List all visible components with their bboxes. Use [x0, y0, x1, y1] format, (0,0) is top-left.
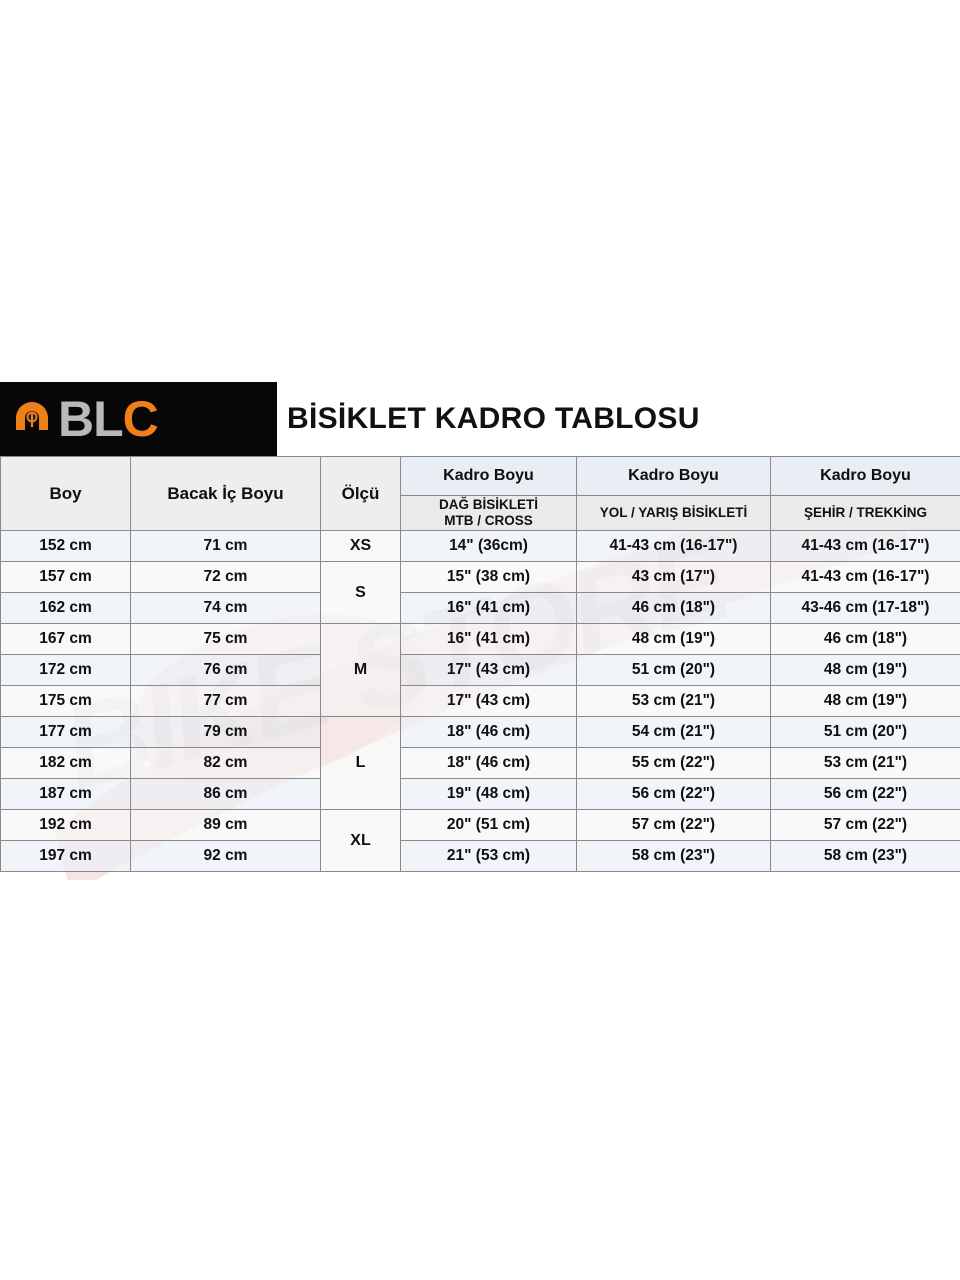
cell-city-frame: 41-43 cm (16-17") — [770, 561, 960, 593]
table-header: Boy Bacak İç Boyu Ölçü Kadro Boyu Kadro … — [0, 456, 960, 531]
column-header-height: Boy — [0, 456, 131, 531]
cell-mtb-frame: 18" (46 cm) — [400, 747, 577, 779]
table-row: 175 cm 77 cm 17" (43 cm) 53 cm (21") 48 cm (… — [0, 685, 960, 717]
cell-city-frame: 48 cm (19") — [770, 685, 960, 717]
cell-mtb-frame: 20" (51 cm) — [400, 809, 577, 841]
cell-city-frame: 53 cm (21") — [770, 747, 960, 779]
cell-city-frame: 51 cm (20") — [770, 716, 960, 748]
cell-city-frame: 57 cm (22") — [770, 809, 960, 841]
table-row: 182 cm 82 cm 18" (46 cm) 55 cm (22") 53 cm (… — [0, 747, 960, 779]
cell-road-frame: 51 cm (20") — [576, 654, 771, 686]
cell-inseam: 71 cm — [130, 530, 321, 562]
bicycle-frame-size-table: Boy Bacak İç Boyu Ölçü Kadro Boyu Kadro … — [0, 456, 960, 872]
cell-height: 167 cm — [0, 623, 131, 655]
cell-height: 175 cm — [0, 685, 131, 717]
table-row: 177 cm 79 cm L 18" (46 cm) 54 cm (21") 51 cm … — [0, 716, 960, 810]
column-header-road-sub: YOL / YARIŞ BİSİKLETİ — [576, 495, 771, 531]
cell-mtb-frame: 19" (48 cm) — [400, 778, 577, 810]
cell-road-frame: 54 cm (21") — [576, 716, 771, 748]
cell-mtb-frame: 15" (38 cm) — [400, 561, 577, 593]
cell-height: 172 cm — [0, 654, 131, 686]
table-row: 192 cm 89 cm XL 20" (51 cm) 57 cm (22") 57 cm… — [0, 809, 960, 872]
column-header-city-main: Kadro Boyu — [770, 456, 960, 496]
cell-mtb-frame: 17" (43 cm) — [400, 654, 577, 686]
table-row: 152 cm 71 cm XS 14" (36cm) 41-43 cm (16-17")… — [0, 530, 960, 562]
table-row: 172 cm 76 cm 17" (43 cm) 51 cm (20") 48 cm (… — [0, 654, 960, 686]
cell-mtb-frame: 14" (36cm) — [400, 530, 577, 562]
cell-mtb-frame: 21" (53 cm) — [400, 840, 577, 872]
cell-city-frame: 56 cm (22") — [770, 778, 960, 810]
column-header-road-main: Kadro Boyu — [576, 456, 771, 496]
cell-size: XL — [320, 809, 401, 872]
cell-road-frame: 57 cm (22") — [576, 809, 771, 841]
cell-mtb-frame: 18" (46 cm) — [400, 716, 577, 748]
cell-road-frame: 53 cm (21") — [576, 685, 771, 717]
cell-road-frame: 43 cm (17") — [576, 561, 771, 593]
column-header-mtb-sub: DAĞ BİSİKLETİ MTB / CROSS — [400, 495, 577, 531]
frame-size-table-container: Boy Bacak İç Boyu Ölçü Kadro Boyu Kadro … — [0, 456, 960, 872]
cell-inseam: 86 cm — [130, 778, 321, 810]
table-body: 152 cm 71 cm XS 14" (36cm) 41-43 cm (16-17")… — [0, 530, 960, 872]
cell-mtb-frame: 17" (43 cm) — [400, 685, 577, 717]
cell-city-frame: 48 cm (19") — [770, 654, 960, 686]
cell-inseam: 76 cm — [130, 654, 321, 686]
cell-height: 162 cm — [0, 592, 131, 624]
cell-inseam: 72 cm — [130, 561, 321, 593]
cell-size: XS — [320, 530, 401, 562]
column-header-inseam: Bacak İç Boyu — [130, 456, 321, 531]
brand-banner: BLC BİSİKLET KADRO TABLOSU — [0, 382, 960, 456]
cell-inseam: 82 cm — [130, 747, 321, 779]
cell-size: L — [320, 716, 401, 810]
cell-height: 152 cm — [0, 530, 131, 562]
table-row: 167 cm 75 cm M 16" (41 cm) 48 cm (19") 46 cm … — [0, 623, 960, 717]
cell-height: 187 cm — [0, 778, 131, 810]
table-row: 157 cm 72 cm S 15" (38 cm) 43 cm (17") 41-43 … — [0, 561, 960, 624]
column-header-mtb-sub-line1: DAĞ BİSİKLETİ — [438, 497, 538, 513]
cell-road-frame: 41-43 cm (16-17") — [576, 530, 771, 562]
cell-inseam: 92 cm — [130, 840, 321, 872]
cell-road-frame: 58 cm (23") — [576, 840, 771, 872]
cell-size: M — [320, 623, 401, 717]
cell-height: 157 cm — [0, 561, 131, 593]
cell-inseam: 77 cm — [130, 685, 321, 717]
cell-height: 197 cm — [0, 840, 131, 872]
cell-road-frame: 56 cm (22") — [576, 778, 771, 810]
cell-city-frame: 43-46 cm (17-18") — [770, 592, 960, 624]
cell-mtb-frame: 16" (41 cm) — [400, 592, 577, 624]
cell-road-frame: 46 cm (18") — [576, 592, 771, 624]
cell-city-frame: 58 cm (23") — [770, 840, 960, 872]
cell-city-frame: 46 cm (18") — [770, 623, 960, 655]
column-header-mtb-main: Kadro Boyu — [400, 456, 577, 496]
cell-road-frame: 48 cm (19") — [576, 623, 771, 655]
blc-circular-emblem-icon — [10, 397, 54, 441]
blc-logo-text-bl: BL — [58, 391, 124, 447]
page-title: BİSİKLET KADRO TABLOSU — [287, 402, 700, 435]
cell-city-frame: 41-43 cm (16-17") — [770, 530, 960, 562]
table-row: 162 cm 74 cm 16" (41 cm) 46 cm (18") 43-46 c… — [0, 592, 960, 624]
blc-logo-text: BLC — [58, 391, 159, 447]
cell-inseam: 79 cm — [130, 716, 321, 748]
cell-size: S — [320, 561, 401, 624]
blc-logo: BLC — [0, 382, 277, 456]
cell-height: 182 cm — [0, 747, 131, 779]
column-header-city-sub: ŞEHİR / TREKKİNG — [770, 495, 960, 531]
cell-mtb-frame: 16" (41 cm) — [400, 623, 577, 655]
table-row: 187 cm 86 cm 19" (48 cm) 56 cm (22") 56 cm (… — [0, 778, 960, 810]
cell-inseam: 75 cm — [130, 623, 321, 655]
blc-logo-text-c: C — [122, 391, 159, 447]
cell-road-frame: 55 cm (22") — [576, 747, 771, 779]
table-row: 197 cm 92 cm 21" (53 cm) 58 cm (23") 58 cm (… — [0, 840, 960, 872]
column-header-size: Ölçü — [320, 456, 401, 531]
header-row-main: Boy Bacak İç Boyu Ölçü Kadro Boyu Kadro … — [0, 456, 960, 531]
cell-inseam: 89 cm — [130, 809, 321, 841]
cell-inseam: 74 cm — [130, 592, 321, 624]
cell-height: 177 cm — [0, 716, 131, 748]
cell-height: 192 cm — [0, 809, 131, 841]
column-header-mtb-sub-line2: MTB / CROSS — [444, 513, 533, 528]
